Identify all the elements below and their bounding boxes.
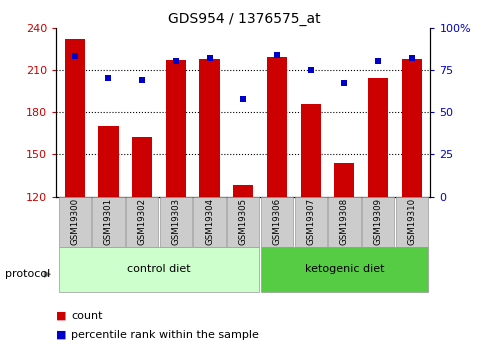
Bar (260, 197, 292, 247)
Bar (233, 185, 253, 197)
Bar (59, 247, 259, 292)
Point (239, 96, 246, 101)
Bar (401, 59, 421, 197)
Text: percentile rank within the sample: percentile rank within the sample (71, 330, 258, 339)
Bar (367, 78, 387, 197)
Bar (294, 197, 326, 247)
Text: GSM19306: GSM19306 (272, 198, 281, 245)
Bar (92, 197, 124, 247)
Bar (327, 197, 360, 247)
Text: ■: ■ (56, 330, 66, 339)
Bar (59, 197, 91, 247)
Text: GSM19309: GSM19309 (373, 198, 382, 245)
Bar (193, 197, 225, 247)
Bar (300, 104, 320, 197)
Text: GSM19300: GSM19300 (70, 198, 79, 245)
Text: GSM19302: GSM19302 (138, 198, 146, 245)
Bar (334, 163, 354, 197)
Bar (160, 197, 192, 247)
Text: GSM19305: GSM19305 (238, 198, 247, 245)
Point (407, 55, 415, 61)
Bar (165, 60, 185, 197)
Bar (132, 138, 152, 197)
Point (172, 59, 180, 64)
Point (138, 77, 146, 83)
Text: ketogenic diet: ketogenic diet (304, 264, 384, 274)
Point (340, 81, 347, 86)
Text: GSM19304: GSM19304 (204, 198, 214, 245)
Text: protocol: protocol (5, 269, 50, 279)
Text: GSM19303: GSM19303 (171, 198, 180, 245)
Text: ■: ■ (56, 311, 66, 321)
Point (205, 55, 213, 61)
Bar (395, 197, 427, 247)
Bar (361, 197, 393, 247)
Bar (199, 59, 219, 197)
Point (306, 67, 314, 73)
Point (104, 76, 112, 81)
Point (71, 53, 79, 59)
Text: GSM19310: GSM19310 (407, 198, 415, 245)
Text: GSM19307: GSM19307 (305, 198, 315, 245)
Bar (226, 197, 259, 247)
Bar (260, 247, 427, 292)
Bar (64, 39, 85, 197)
Point (373, 59, 381, 64)
Bar (98, 126, 118, 197)
Bar (266, 57, 286, 197)
Text: GSM19308: GSM19308 (339, 198, 348, 245)
Text: control diet: control diet (127, 264, 190, 274)
Text: GDS954 / 1376575_at: GDS954 / 1376575_at (168, 12, 320, 26)
Point (272, 52, 280, 57)
Text: count: count (71, 311, 102, 321)
Bar (126, 197, 158, 247)
Text: GSM19301: GSM19301 (104, 198, 113, 245)
